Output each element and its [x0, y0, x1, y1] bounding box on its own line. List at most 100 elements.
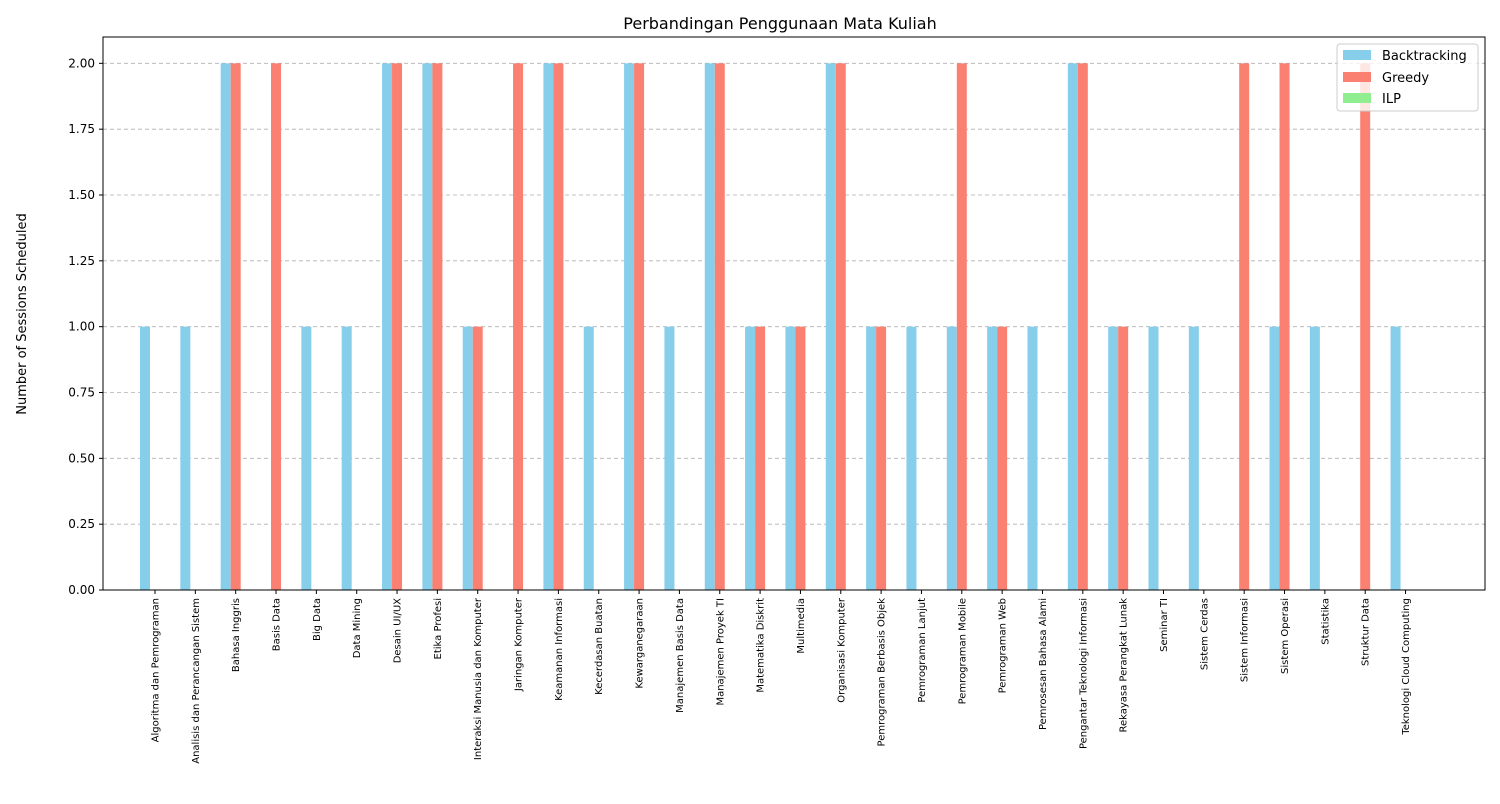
- bar-backtracking-17: [825, 63, 836, 591]
- x-tick-label: Pemrograman Berbasis Objek: [877, 598, 888, 747]
- bar-greedy-27: [1239, 63, 1250, 591]
- bar-greedy-17: [835, 63, 846, 591]
- x-tick-label: Pengantar Teknologi Informasi: [1078, 598, 1089, 749]
- bar-greedy-20: [956, 63, 967, 591]
- bar-greedy-9: [513, 63, 524, 591]
- bar-greedy-24: [1118, 326, 1129, 590]
- x-tick-label: Sistem Informasi: [1240, 598, 1251, 682]
- x-tick-label: Struktur Data: [1361, 598, 1372, 666]
- y-tick-label: 1.00: [68, 320, 95, 334]
- x-tick-label: Manajemen Proyek TI: [715, 598, 726, 706]
- y-tick-label: 0.50: [68, 451, 95, 465]
- y-tick-label: 0.00: [68, 583, 95, 597]
- y-axis-label: Number of Sessions Scheduled: [15, 213, 30, 415]
- bar-backtracking-20: [946, 326, 957, 590]
- bar-backtracking-2: [220, 63, 231, 591]
- x-tick-label: Desain UI/UX: [393, 598, 404, 663]
- bar-backtracking-6: [382, 63, 393, 591]
- bar-backtracking-14: [704, 63, 715, 591]
- x-tick-label: Kecerdasan Buatan: [594, 598, 605, 695]
- x-tick-label: Interaksi Manusia dan Komputer: [473, 597, 484, 760]
- x-tick-label: Sistem Operasi: [1280, 598, 1291, 674]
- legend-label-ilp: ILP: [1382, 92, 1401, 107]
- x-tick-label: Pemrosesan Bahasa Alami: [1038, 598, 1049, 730]
- bar-backtracking-19: [906, 326, 917, 590]
- plot-frame: [102, 36, 1486, 591]
- bar-greedy-21: [997, 326, 1008, 590]
- bar-greedy-6: [392, 63, 403, 591]
- bar-backtracking-10: [543, 63, 554, 591]
- bars: [140, 63, 1401, 591]
- bar-greedy-23: [1077, 63, 1088, 591]
- bar-backtracking-4: [301, 326, 312, 590]
- x-tick-label: Pemrograman Mobile: [957, 598, 968, 704]
- bar-backtracking-24: [1108, 326, 1119, 590]
- bar-backtracking-0: [140, 326, 150, 590]
- x-tick-label: Jaringan Komputer: [514, 597, 525, 692]
- x-tick-label: Big Data: [312, 598, 323, 641]
- bar-greedy-30: [1360, 63, 1371, 591]
- bar-backtracking-21: [987, 326, 998, 590]
- y-tick-label: 0.25: [68, 517, 95, 531]
- y-axis-ticks: 0.00 0.25 0.50 0.75 1.00 1.25 1.50 1.75 2.00: [68, 56, 103, 597]
- x-tick-label: Analisis dan Perancangan Sistem: [191, 598, 202, 764]
- x-tick-label: Matematika Diskrit: [756, 598, 767, 693]
- bar-backtracking-12: [624, 63, 635, 591]
- bar-backtracking-23: [1067, 63, 1078, 591]
- x-tick-label: Organisasi Komputer: [836, 597, 847, 703]
- bar-backtracking-5: [341, 326, 352, 590]
- bar-backtracking-29: [1309, 326, 1320, 590]
- y-tick-label: 1.75: [68, 122, 95, 136]
- bar-greedy-18: [876, 326, 887, 590]
- bar-greedy-3: [271, 63, 282, 591]
- bar-backtracking-22: [1027, 326, 1038, 590]
- bar-greedy-28: [1279, 63, 1290, 591]
- x-tick-label: Pemrograman Web: [998, 598, 1009, 693]
- legend-label-backtracking: Backtracking: [1382, 49, 1467, 64]
- y-tick-label: 2.00: [68, 56, 95, 70]
- x-tick-label: Keamanan Informasi: [554, 598, 565, 701]
- bar-backtracking-11: [583, 326, 594, 590]
- bar-backtracking-8: [462, 326, 473, 590]
- x-tick-label: Bahasa Inggris: [231, 598, 242, 672]
- legend-swatch-greedy: [1343, 72, 1371, 82]
- legend: Backtracking Greedy ILP: [1336, 43, 1479, 112]
- legend-label-greedy: Greedy: [1382, 71, 1429, 86]
- chart-title: Perbandingan Penggunaan Mata Kuliah: [623, 14, 936, 33]
- bar-backtracking-18: [866, 326, 877, 590]
- bar-backtracking-13: [664, 326, 675, 590]
- bar-backtracking-26: [1188, 326, 1199, 590]
- x-tick-label: Data Mining: [352, 598, 363, 658]
- y-tick-label: 1.50: [68, 188, 95, 202]
- bar-greedy-14: [714, 63, 725, 591]
- bar-backtracking-16: [785, 326, 796, 590]
- x-tick-label: Basis Data: [272, 598, 283, 651]
- bar-backtracking-7: [422, 63, 433, 591]
- bar-greedy-2: [230, 63, 241, 591]
- x-tick-label: Etika Profesi: [433, 598, 444, 659]
- x-tick-label: Teknologi Cloud Computing: [1401, 598, 1412, 736]
- bar-backtracking-31: [1390, 326, 1401, 590]
- y-tick-label: 0.75: [68, 386, 95, 400]
- bar-greedy-10: [553, 63, 564, 591]
- legend-swatch-ilp: [1343, 93, 1371, 103]
- y-tick-label: 1.25: [68, 254, 95, 268]
- x-tick-label: Rekayasa Perangkat Lunak: [1119, 598, 1130, 733]
- legend-swatch-backtracking: [1343, 50, 1371, 60]
- bar-backtracking-15: [745, 326, 756, 590]
- bar-greedy-7: [432, 63, 443, 591]
- x-tick-label: Pemrograman Lanjut: [917, 598, 928, 703]
- bar-greedy-12: [634, 63, 645, 591]
- x-tick-label: Seminar TI: [1159, 598, 1170, 652]
- bar-backtracking-1: [180, 326, 191, 590]
- x-tick-label: Manajemen Basis Data: [675, 598, 686, 713]
- legend-frame: [1336, 43, 1479, 112]
- x-tick-label: Multimedia: [796, 598, 807, 654]
- x-tick-label: Statistika: [1320, 598, 1331, 645]
- bar-backtracking-25: [1148, 326, 1159, 590]
- bar-greedy-15: [755, 326, 766, 590]
- x-axis-ticks: Algoritma dan Pemrograman Analisis dan Pe…: [151, 590, 1412, 764]
- x-tick-label: Sistem Cerdas: [1199, 598, 1210, 670]
